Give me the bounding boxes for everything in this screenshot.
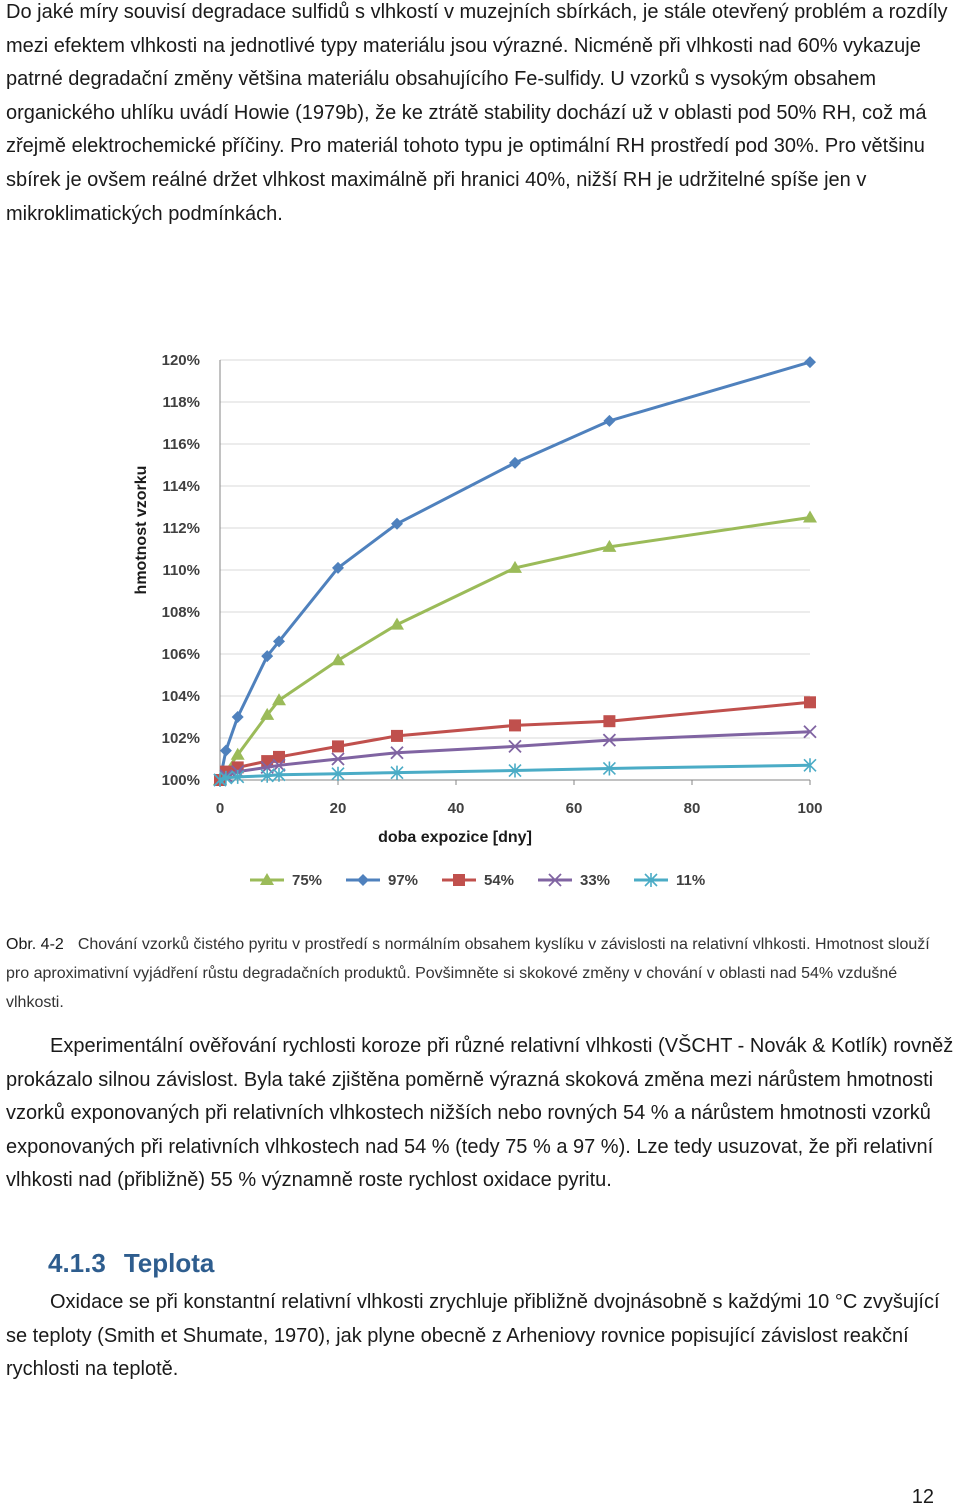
data-point-75 bbox=[230, 747, 245, 760]
data-point-11 bbox=[272, 767, 286, 782]
data-point-97 bbox=[332, 561, 344, 574]
legend-marker-11 bbox=[644, 873, 658, 887]
data-point-97 bbox=[273, 635, 285, 648]
legend-marker-33 bbox=[548, 873, 562, 887]
humidity-mass-chart: 100% 102% 104% 106% 108% 110% 112% 114% 116% 118%… bbox=[133, 352, 823, 889]
legend-label-97: 97% bbox=[388, 872, 418, 889]
legend-label-11: 11% bbox=[676, 872, 705, 889]
data-point-33 bbox=[390, 746, 404, 760]
data-point-54 bbox=[273, 750, 285, 763]
data-point-33 bbox=[602, 733, 617, 747]
x-tick-label: 80 bbox=[684, 800, 701, 817]
data-point-11 bbox=[331, 766, 345, 781]
data-point-33 bbox=[508, 739, 522, 754]
data-point-54 bbox=[332, 740, 344, 753]
data-point-11 bbox=[231, 769, 245, 784]
data-point-75 bbox=[331, 653, 345, 666]
legend-label-33: 33% bbox=[580, 872, 610, 889]
series-line-33 bbox=[219, 730, 811, 782]
x-axis-title: doba expozice [dny] bbox=[378, 829, 532, 846]
y-tick-label: 110% bbox=[162, 562, 200, 579]
data-point-54 bbox=[603, 715, 616, 728]
data-point-33 bbox=[272, 758, 286, 772]
legend-marker-75 bbox=[260, 873, 274, 885]
data-point-75 bbox=[508, 560, 522, 573]
data-point-11 bbox=[508, 763, 522, 778]
paragraph-text: Experimentální ověřování rychlosti koroz… bbox=[6, 1035, 954, 1192]
data-point-75 bbox=[803, 510, 817, 523]
y-tick-label: 116% bbox=[162, 436, 200, 453]
x-tick-label: 20 bbox=[330, 800, 347, 817]
body-paragraph: Do jaké míry souvisí degradace sulfidů s… bbox=[6, 1, 948, 225]
data-point-11 bbox=[602, 761, 616, 776]
y-tick-label: 106% bbox=[162, 646, 200, 663]
series-line-97 bbox=[218, 360, 811, 781]
data-point-97 bbox=[261, 650, 274, 663]
data-point-11 bbox=[803, 758, 817, 773]
section-number: 4.1.3 bbox=[48, 1248, 106, 1278]
series-line-11 bbox=[219, 763, 811, 782]
section-title: Teplota bbox=[123, 1248, 215, 1278]
data-point-97 bbox=[603, 414, 616, 427]
section-heading: 4.1.3 Teplota bbox=[48, 1248, 214, 1279]
series-line-75 bbox=[218, 516, 811, 781]
data-point-75 bbox=[602, 539, 617, 552]
y-tick-label: 118% bbox=[162, 394, 200, 411]
data-point-33 bbox=[803, 725, 817, 739]
data-point-54 bbox=[804, 696, 816, 709]
y-tick-label: 100% bbox=[162, 772, 200, 789]
y-axis-title: hmotnost vzorku bbox=[133, 466, 150, 595]
paragraph-text: Oxidace se při konstantní relativní vlhk… bbox=[6, 1291, 940, 1381]
x-tick-label: 40 bbox=[448, 800, 465, 817]
data-point-54 bbox=[391, 729, 403, 742]
caption-label: Obr. 4-2 bbox=[6, 936, 64, 953]
data-point-54 bbox=[509, 719, 521, 732]
body-paragraph: Oxidace se při konstantní relativní vlhk… bbox=[6, 1286, 954, 1387]
data-point-75 bbox=[260, 707, 275, 720]
data-point-11 bbox=[390, 765, 404, 780]
legend-label-54: 54% bbox=[484, 872, 514, 889]
data-point-75 bbox=[390, 617, 404, 630]
x-tick-label: 60 bbox=[566, 800, 583, 817]
legend-marker-54 bbox=[453, 874, 465, 886]
y-tick-label: 108% bbox=[162, 604, 200, 621]
y-tick-label: 114% bbox=[162, 478, 200, 495]
data-point-97 bbox=[391, 517, 403, 530]
y-tick-label: 104% bbox=[162, 688, 200, 705]
data-point-97 bbox=[219, 744, 232, 757]
data-point-33 bbox=[331, 752, 345, 766]
x-tick-label: 0 bbox=[216, 800, 224, 817]
data-point-97 bbox=[509, 456, 521, 469]
legend-label-75: 75% bbox=[292, 872, 322, 889]
caption-text: Chování vzorků čistého pyritu v prostřed… bbox=[6, 936, 930, 1011]
page-number: 12 bbox=[911, 1486, 934, 1508]
figure-caption: Obr. 4-2 Chování vzorků čistého pyritu v … bbox=[6, 930, 956, 1017]
x-tick-label: 100 bbox=[797, 800, 822, 817]
data-point-75 bbox=[272, 693, 286, 706]
legend-marker-97 bbox=[357, 874, 369, 886]
data-point-11 bbox=[219, 770, 233, 785]
data-point-97 bbox=[804, 356, 816, 369]
y-tick-label: 112% bbox=[162, 520, 200, 537]
y-tick-label: 102% bbox=[162, 730, 200, 747]
data-point-97 bbox=[231, 711, 244, 723]
body-paragraph: Experimentální ověřování rychlosti koroz… bbox=[6, 1030, 954, 1198]
data-point-11 bbox=[260, 768, 274, 783]
y-tick-label: 120% bbox=[162, 352, 200, 369]
